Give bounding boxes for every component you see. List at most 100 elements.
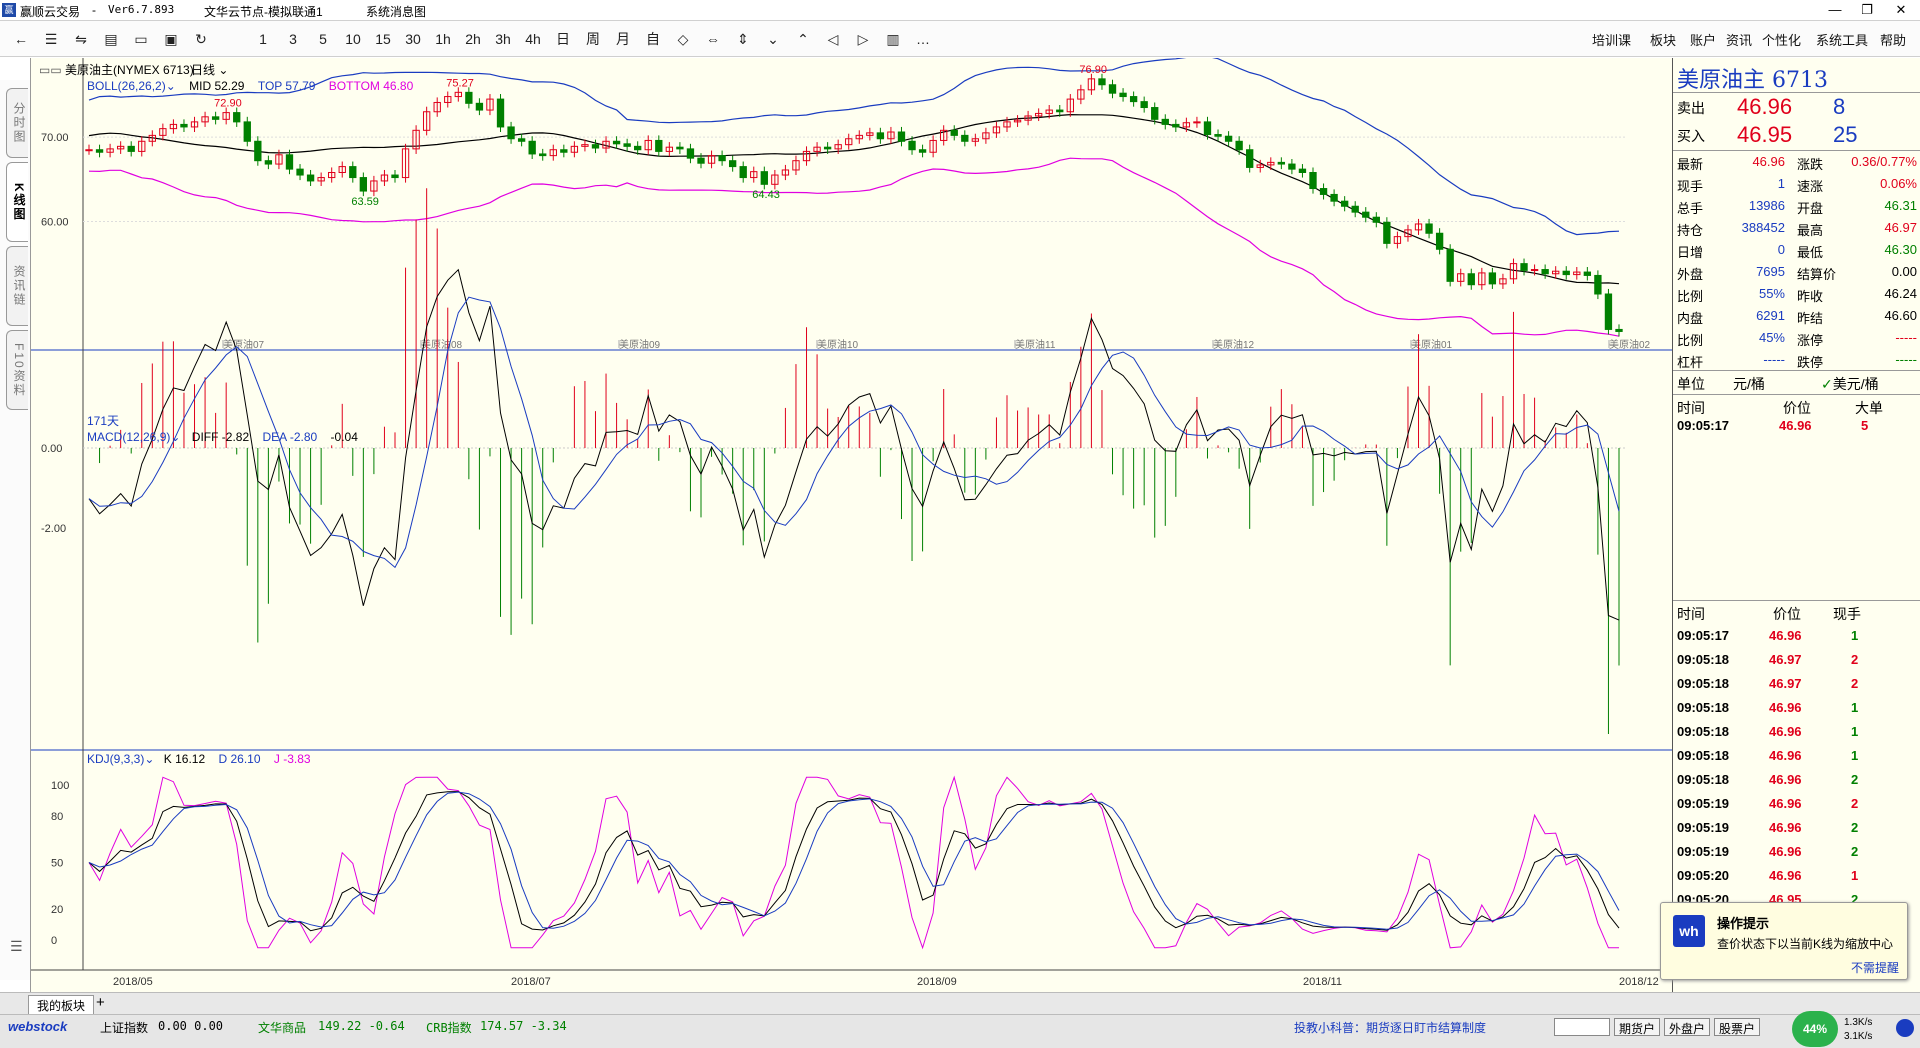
period-day[interactable]: 日 [556,31,570,47]
tick-row-3-col0: 09:05:18 [1677,700,1730,715]
bid-price[interactable]: 46.95 [1737,122,1793,147]
minimize-button[interactable]: — [1828,2,1842,17]
candle-body [1151,107,1159,120]
list-icon[interactable]: ☰ [44,31,58,47]
period-15min[interactable]: 15 [375,31,391,47]
zoom-vertical-icon[interactable]: ⇕ [737,31,749,47]
add-tab-button[interactable]: + [96,994,105,1011]
window-icon[interactable]: ▭ [134,31,148,47]
period-10min[interactable]: 10 [345,31,361,47]
chevron-up-icon[interactable]: ⌃ [797,31,809,47]
kdj-label[interactable]: KDJ(9,3,3) [87,752,145,766]
big-row-time: 09:05:17 [1677,418,1730,433]
tab-timeshare[interactable]: 分时图 [6,88,28,158]
notification-icon[interactable] [1896,1019,1914,1037]
menu-sector[interactable]: 板块 [1650,33,1677,48]
menu-account[interactable]: 账户 [1690,33,1717,48]
period-month[interactable]: 月 [616,31,630,47]
dismiss-link[interactable]: 不需提醒 [1851,961,1900,975]
currency-toggle[interactable]: ✓美元/桶 [1821,376,1879,392]
system-messages[interactable]: 系统消息图 [366,5,427,19]
edu-tip-link[interactable]: 投教小科普：期货逐日盯市结算制度 [1294,1021,1487,1035]
candle-body [306,174,315,182]
period-week[interactable]: 周 [586,31,600,47]
tab-f10[interactable]: F10资料 [6,330,28,410]
prev-icon[interactable]: ◁ [827,31,839,47]
ask-price[interactable]: 46.96 [1737,94,1793,119]
candle-body [1509,263,1518,280]
contract-mark-label: 美原油08 [421,338,463,351]
period-2h[interactable]: 2h [465,31,481,47]
chart-area[interactable]: 70.0060.0072.9075.2763.5964.4376.9046.3美… [30,58,1673,992]
futures-account-button[interactable]: 期货户 [1614,1018,1661,1036]
quote-label2-7: 昨结 [1797,311,1824,326]
columns-icon[interactable]: ▥ [886,31,900,47]
search-input[interactable] [1554,1018,1610,1036]
quote-label-0: 最新 [1677,157,1704,172]
stock-account-button[interactable]: 股票户 [1714,1018,1761,1036]
tick-row-0-col1: 46.96 [1769,628,1802,643]
period-selector[interactable]: 日线 ⌄ [191,63,229,77]
period-1min[interactable]: 1 [259,31,267,47]
table-icon[interactable]: ▤ [104,31,118,47]
period-5min[interactable]: 5 [319,31,327,47]
candle-body [739,166,747,179]
quote-value2-7: 46.60 [1884,308,1917,323]
boll-label[interactable]: BOLL(26,26,2) [87,79,166,93]
tab-my-sector[interactable]: 我的板块 [28,995,95,1015]
candle-body [1594,274,1602,295]
quote-label2-5: 结算价 [1797,267,1837,282]
restore-button[interactable]: ❐ [1861,2,1873,17]
date-tick-label: 2018/05 [113,976,153,988]
tick-row-2-col0: 09:05:18 [1677,676,1730,691]
candle-body [1615,328,1623,332]
zoom-horizontal-icon[interactable]: ⇔ [706,31,720,47]
menu-news[interactable]: 资讯 [1726,33,1753,48]
toolbar: ← ☰ ⇋ ▤ ▭ ▣ ↻ 1 3 5 10 15 30 1h 2h 3h 4h… [0,21,1920,57]
contract-selector[interactable]: ▭▭ 美原油主(NYMEX 6713) [39,63,194,77]
macd-label[interactable]: MACD(12,26,9) [87,430,171,444]
menu-lines-icon[interactable]: ☰ [10,938,23,954]
candle-body [887,131,895,140]
candle-body [1024,115,1032,121]
kline-chart[interactable]: 70.0060.0072.9075.2763.5964.4376.9046.3美… [31,58,1673,992]
period-3min[interactable]: 3 [289,31,297,47]
period-custom[interactable]: 自 [646,31,660,47]
quote-panel: 美原油主 6713 卖出 46.96 8 买入 46.95 25 最新 46.96… [1672,58,1920,992]
candle-body [317,177,325,182]
candle-body [602,140,610,149]
period-3h[interactable]: 3h [495,31,511,47]
close-button[interactable]: ✕ [1895,2,1907,17]
refresh-icon[interactable]: ↻ [195,31,207,47]
network-gauge[interactable]: 44% [1792,1011,1838,1047]
period-4h[interactable]: 4h [525,31,541,47]
candle-body [1414,223,1423,231]
big-hdr-price: 价位 [1783,400,1811,416]
candle-body [1256,164,1264,168]
chevron-down-icon[interactable]: ⌄ [767,31,779,47]
draw-diamond-icon[interactable]: ◇ [677,31,689,47]
bid-label: 买入 [1677,128,1705,144]
quote-value-5: 7695 [1756,264,1785,279]
menu-personalize[interactable]: 个性化 [1762,33,1802,48]
candle-body [106,148,114,153]
kline-type-icon[interactable]: ⇋ [75,31,87,47]
candle-body [644,139,652,151]
period-1h[interactable]: 1h [435,31,451,47]
tab-kline[interactable]: K线图 [6,162,28,242]
layout-icon[interactable]: ▣ [164,31,178,47]
next-icon[interactable]: ▷ [857,31,869,47]
more-icon[interactable]: … [916,31,930,47]
menu-system-tools[interactable]: 系统工具 [1816,33,1869,48]
server-node[interactable]: 文华云节点-模拟联通1 [204,5,323,19]
back-icon[interactable]: ← [14,31,28,47]
menu-help[interactable]: 帮助 [1880,33,1907,48]
period-30min[interactable]: 30 [405,31,421,47]
menu-training[interactable]: 培训课 [1592,33,1632,48]
operation-tip-popup[interactable]: wh 操作提示 查价状态下以当前K线为缩放中心 不需提醒 [1660,902,1908,980]
tab-news-chain[interactable]: 资讯链 [6,246,28,326]
candle-body [233,112,241,123]
quote-value2-9: ----- [1895,352,1917,367]
foreign-account-button[interactable]: 外盘户 [1664,1018,1711,1036]
candle-body [1319,188,1328,195]
